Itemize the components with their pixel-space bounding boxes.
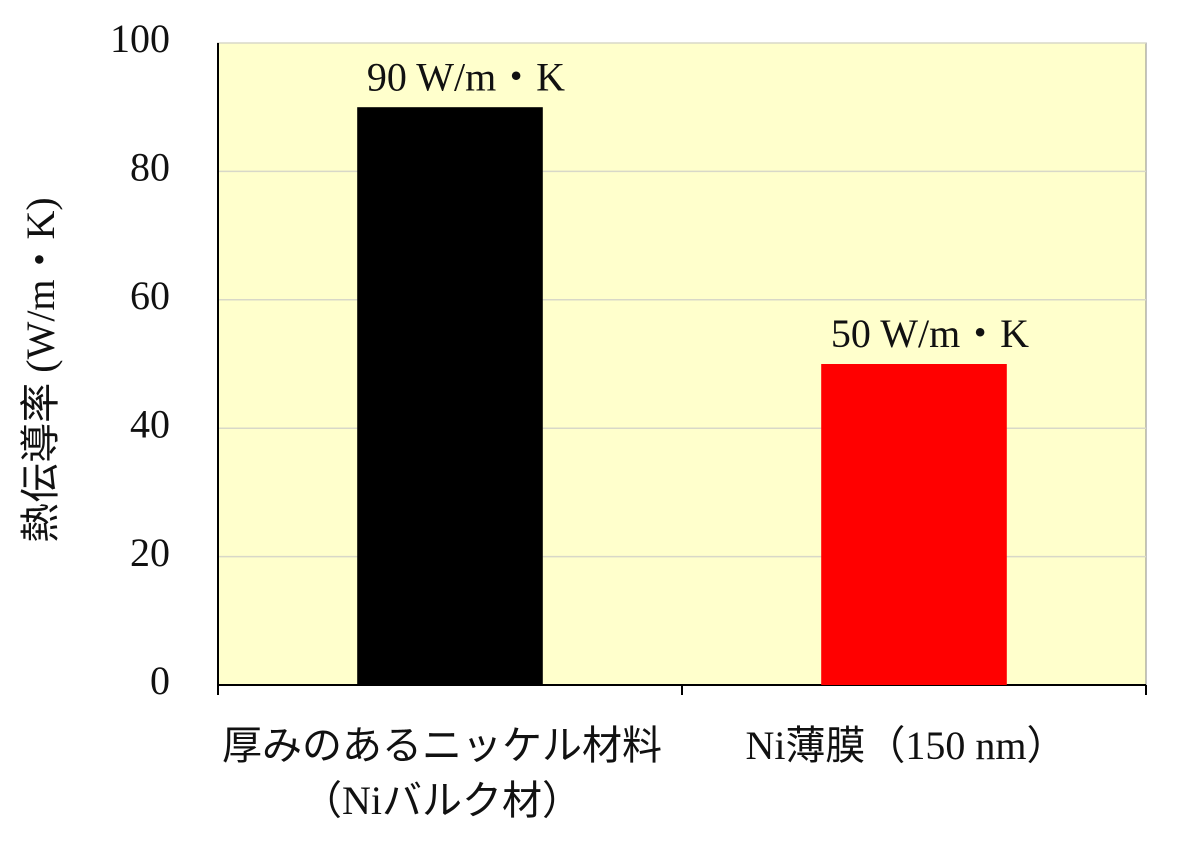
y-tick-label: 60 xyxy=(130,273,170,318)
x-tick-label: （Niバルク材） xyxy=(302,778,582,823)
x-tick-label: 厚みのあるニッケル材料 xyxy=(222,723,662,768)
y-tick-label: 20 xyxy=(130,530,170,575)
y-tick-label: 40 xyxy=(130,401,170,446)
bar xyxy=(357,107,543,685)
bar xyxy=(821,364,1007,685)
y-tick-label: 100 xyxy=(110,16,170,61)
y-axis-title: 熱伝導率 (W/m・K) xyxy=(18,197,63,543)
value-label: 50 W/m・K xyxy=(831,311,1029,356)
y-tick-label: 80 xyxy=(130,145,170,190)
y-tick-label: 0 xyxy=(150,658,170,703)
value-label: 90 W/m・K xyxy=(367,54,565,99)
x-tick-label: Ni薄膜（150 nm） xyxy=(745,723,1066,768)
